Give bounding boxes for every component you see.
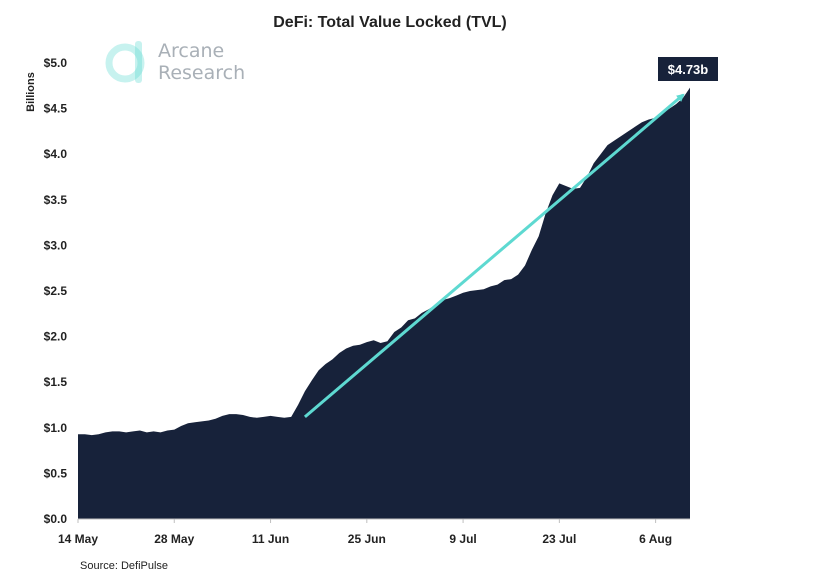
value-callout: $4.73b [658,57,718,81]
y-tick-label: $3.5 [44,193,68,207]
y-tick-label: $0.0 [44,512,68,526]
x-tick-label: 23 Jul [542,532,576,546]
value-callout-box [658,57,718,81]
tvl-area-series [78,87,690,519]
logo-line2: Research [158,62,245,84]
y-axis-ticks: $0.0 $0.5 $1.0 $1.5 $2.0 $2.5 $3.0 $3.5 $4.0 $4.5… [44,56,68,526]
y-tick-label: $2.0 [44,330,68,344]
y-tick-label: $4.0 [44,147,68,161]
y-tick-label: $1.0 [44,421,68,435]
arcane-logo: Arcane Research [105,40,245,84]
y-tick-label: $5.0 [44,56,68,70]
x-tick-label: 9 Jul [449,532,476,546]
value-callout-label: $4.73b [668,62,709,77]
x-tick-label: 6 Aug [639,532,672,546]
x-axis-ticks: 14 May 28 May 11 Jun 25 Jun 9 Jul 23 Jul 6 Aug [58,519,672,546]
x-tick-label: 14 May [58,532,98,546]
y-tick-label: $3.0 [44,238,68,252]
logo-line1: Arcane [158,40,224,62]
y-tick-label: $1.5 [44,375,68,389]
y-axis-label: Billions [25,72,37,112]
source-label: Source: DefiPulse [80,560,168,572]
trend-arrow [303,93,685,418]
chart-title: DeFi: Total Value Locked (TVL) [273,14,507,31]
x-tick-label: 28 May [154,532,194,546]
y-tick-label: $2.5 [44,284,68,298]
arcane-logo-icon [105,41,145,83]
x-tick-label: 25 Jun [348,532,386,546]
y-tick-label: $4.5 [44,102,68,116]
y-tick-label: $0.5 [44,466,68,480]
x-tick-label: 11 Jun [252,532,289,546]
